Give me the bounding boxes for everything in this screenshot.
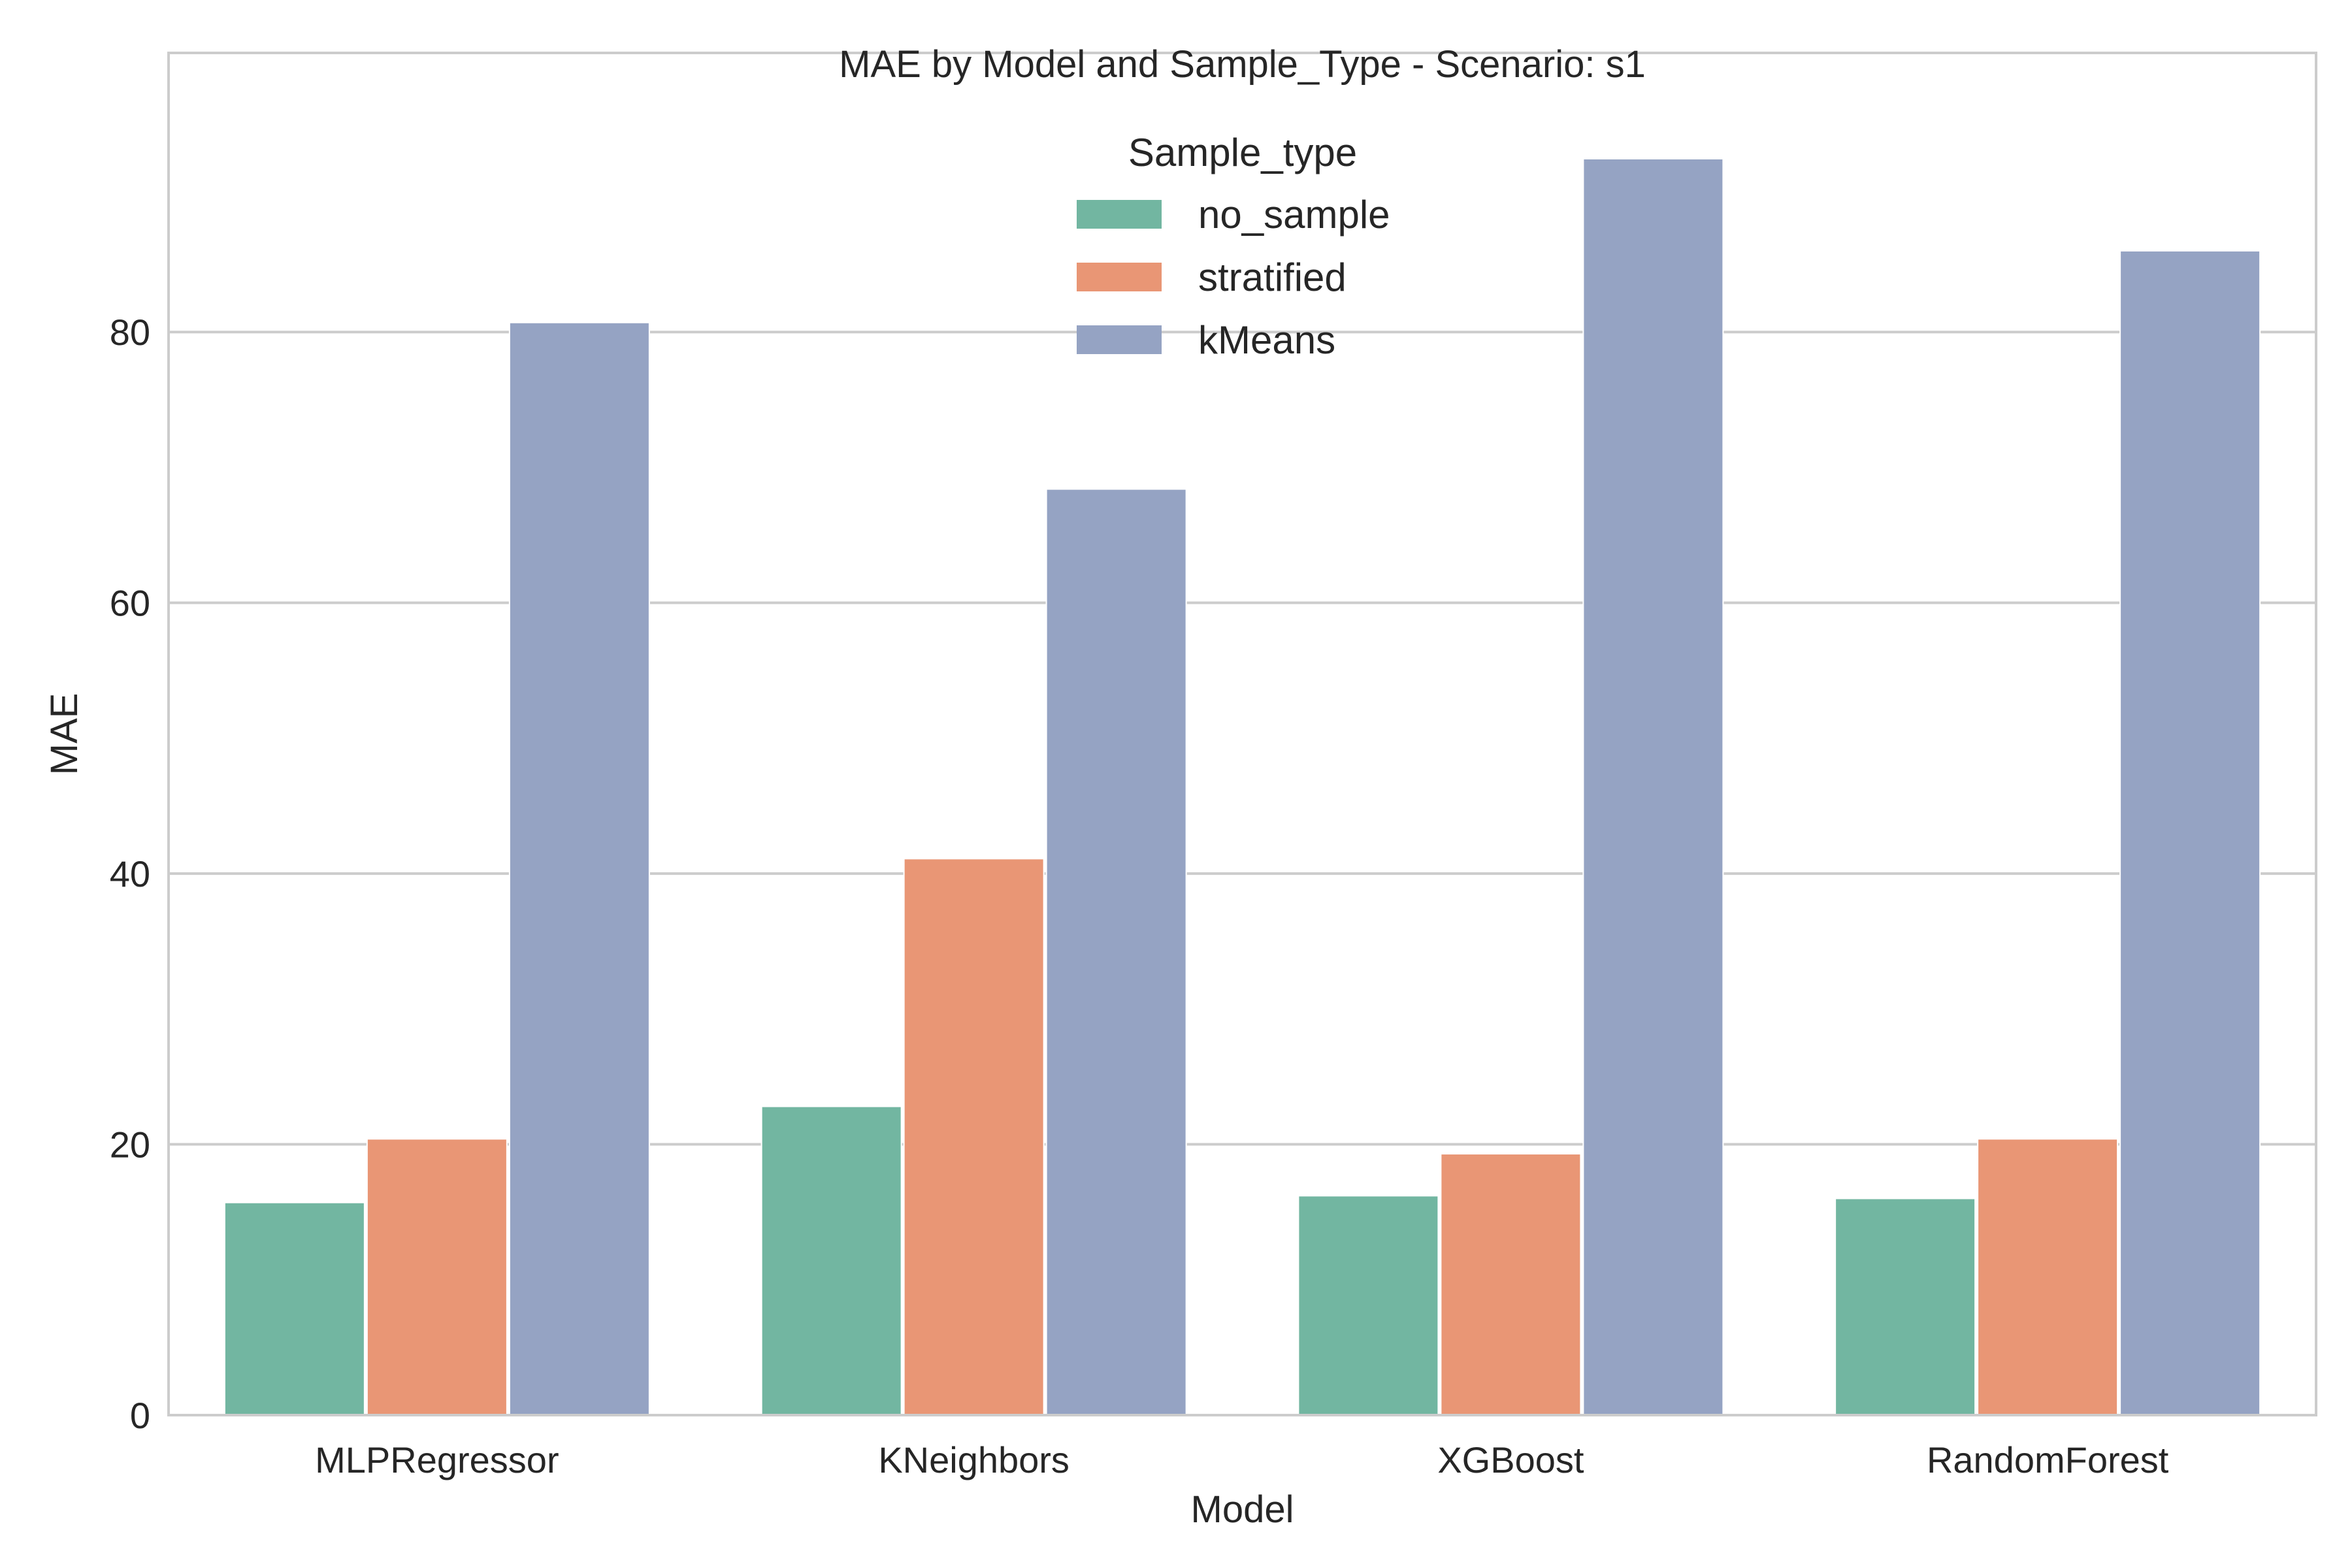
bar-no_sample-MLPRegressor [223, 1201, 365, 1416]
legend-label-no_sample: no_sample [1198, 193, 1390, 237]
legend-label-stratified: stratified [1198, 255, 1347, 299]
x-tick-labels: MLPRegressor KNeighbors XGBoost RandomFores… [315, 1439, 2169, 1480]
y-axis-label: MAE [43, 693, 86, 776]
plot-frame [167, 52, 2317, 1416]
bar-no_sample-RandomForest [1835, 1198, 1976, 1416]
x-tick-label: RandomForest [1927, 1439, 2169, 1480]
bar-stratified-RandomForest [1977, 1138, 2119, 1416]
x-tick-label: XGBoost [1437, 1439, 1584, 1480]
chart-title: MAE by Model and Sample_Type - Scenario:… [839, 43, 1646, 86]
legend: Sample_type no_sample stratified kMeans [1077, 131, 1390, 362]
bar-no_sample-KNeighbors [760, 1105, 902, 1416]
y-tick-label: 0 [130, 1395, 150, 1436]
bar-stratified-KNeighbors [903, 858, 1045, 1416]
bar-kMeans-XGBoost [1582, 158, 1724, 1416]
x-tick-label: KNeighbors [878, 1439, 1070, 1480]
y-tick-label: 80 [110, 312, 150, 353]
bar-kMeans-RandomForest [2119, 250, 2261, 1416]
legend-swatch-stratified [1077, 263, 1162, 291]
legend-items: no_sample stratified kMeans [1077, 193, 1390, 362]
bar-kMeans-KNeighbors [1045, 488, 1187, 1416]
legend-swatch-kMeans [1077, 325, 1162, 354]
legend-swatch-no_sample [1077, 200, 1162, 229]
x-axis-label: Model [1191, 1488, 1294, 1531]
bar-stratified-MLPRegressor [366, 1138, 508, 1416]
y-tick-label: 40 [110, 853, 150, 894]
legend-title: Sample_type [1128, 131, 1357, 174]
bar-kMeans-MLPRegressor [508, 321, 650, 1416]
bar-layer [223, 158, 2261, 1416]
bar-no_sample-XGBoost [1298, 1195, 1439, 1416]
x-tick-label: MLPRegressor [315, 1439, 559, 1480]
legend-label-kMeans: kMeans [1198, 318, 1335, 362]
bar-stratified-XGBoost [1440, 1153, 1582, 1416]
y-tick-label: 60 [110, 583, 150, 624]
y-tick-labels: 0 20 40 60 80 [110, 312, 150, 1436]
y-tick-label: 20 [110, 1124, 150, 1166]
